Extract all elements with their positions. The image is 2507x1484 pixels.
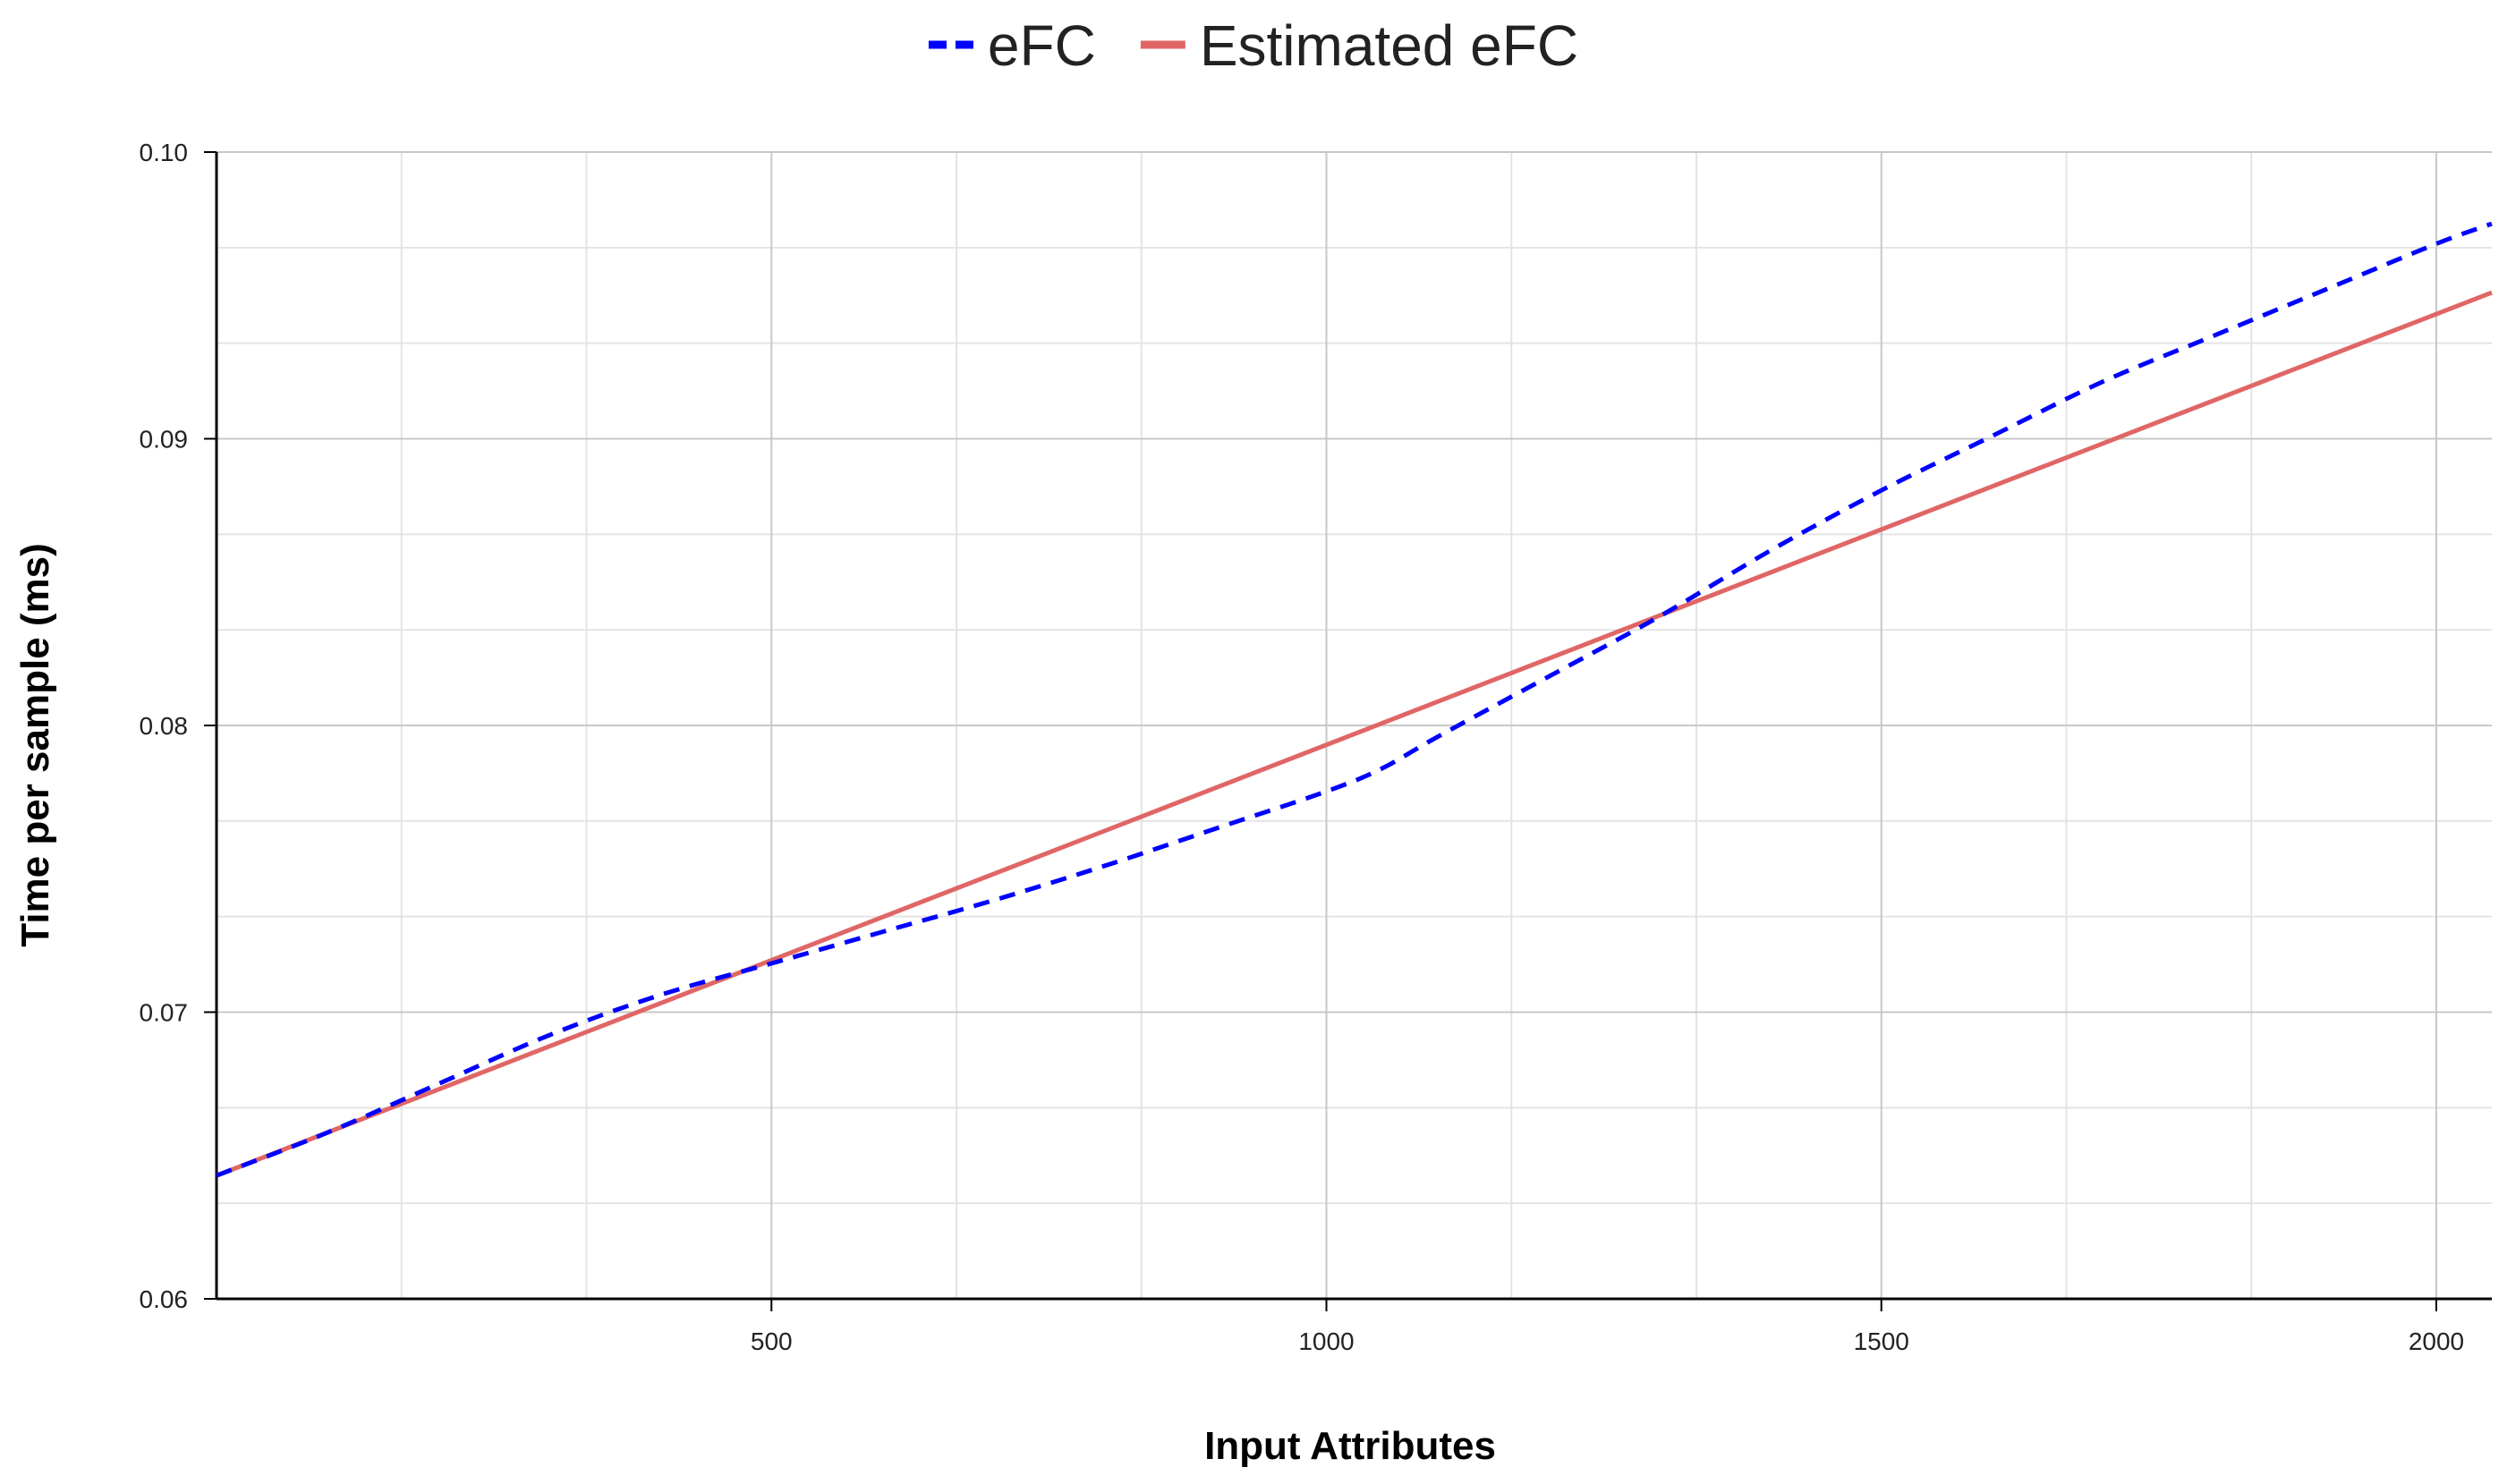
series-layer — [216, 221, 2493, 1178]
axes — [204, 151, 2492, 1311]
legend: eFC Estimated eFC — [928, 13, 1578, 78]
legend-item-estimated-efc: Estimated eFC — [1140, 13, 1578, 78]
x-tick-label: 1000 — [1298, 1327, 1354, 1355]
legend-label-estimated-efc: Estimated eFC — [1200, 13, 1578, 78]
series-line-efc — [216, 221, 2493, 1178]
legend-label-efc: eFC — [988, 13, 1096, 78]
y-axis-title: Time per sample (ms) — [13, 543, 57, 947]
y-tick-label: 0.06 — [140, 1285, 189, 1313]
x-axis-title: Input Attributes — [1204, 1424, 1496, 1468]
y-tick-label: 0.09 — [140, 426, 189, 454]
y-tick-label: 0.10 — [140, 139, 189, 166]
x-tick-label: 2000 — [2409, 1327, 2464, 1355]
legend-item-efc: eFC — [928, 13, 1096, 78]
x-tick-label: 500 — [751, 1327, 793, 1355]
tick-labels: 500 1000 1500 2000 0.06 0.07 0.08 0.09 0.10 — [140, 139, 2465, 1355]
series-line-estimated-efc — [216, 290, 2493, 1178]
y-tick-label: 0.08 — [140, 712, 189, 740]
x-tick-label: 1500 — [1854, 1327, 1909, 1355]
y-tick-label: 0.07 — [140, 999, 189, 1027]
